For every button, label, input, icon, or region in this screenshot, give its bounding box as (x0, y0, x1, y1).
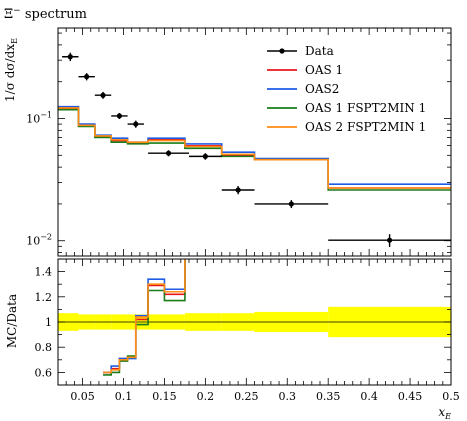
data-point (78, 73, 95, 81)
data-point-marker (133, 121, 139, 127)
data-point-marker (288, 201, 294, 207)
ratio-y-tick-label: 1 (45, 316, 52, 329)
data-point (328, 234, 451, 247)
x-tick-label: 0.15 (152, 390, 177, 403)
x-axis-label: xE (438, 405, 451, 421)
legend-item: OAS2 (267, 82, 339, 96)
x-tick-label: 0.1 (115, 390, 133, 403)
legend-label: OAS 1 FSPT2MIN 1 (305, 101, 426, 115)
data-point-marker (84, 74, 90, 80)
data-point (189, 153, 222, 160)
legend-item: OAS 1 (267, 63, 343, 77)
data-point-marker (202, 153, 208, 159)
main-y-tick-label: 10−2 (26, 233, 52, 248)
data-point (111, 112, 128, 120)
ratio-y-tick-label: 0.8 (35, 341, 53, 354)
legend-data-marker (279, 48, 285, 54)
ratio-y-tick-label: 0.6 (35, 366, 53, 379)
main-y-tick-label: 10−1 (26, 110, 52, 125)
x-tick-label: 0.45 (398, 390, 423, 403)
data-point-marker (235, 187, 241, 193)
x-tick-label: 0.4 (360, 390, 378, 403)
ratio-y-tick-label: 1.2 (35, 291, 53, 304)
x-tick-label: 0.05 (70, 390, 95, 403)
chart-title: Ξ− spectrum (4, 6, 87, 22)
data-point (221, 186, 255, 195)
ratio-lines (103, 259, 186, 376)
legend-label: OAS 2 FSPT2MIN 1 (305, 120, 426, 134)
mc-line-oas-2-fspt2min-1 (58, 107, 451, 189)
main-plot: 10−1 10−2 (26, 27, 452, 257)
ratio-plot: 0.05 0.1 0.15 0.2 0.25 0.3 0.35 0.4 0.45 0.5 0.6 0.… (35, 258, 460, 403)
legend-item: OAS 2 FSPT2MIN 1 (267, 120, 426, 134)
data-point (148, 150, 189, 157)
x-tick-label: 0.3 (279, 390, 297, 403)
legend-label: OAS 1 (305, 63, 343, 77)
x-tick-label: 0.2 (197, 390, 215, 403)
legend: Data OAS 1 OAS2 OAS 1 FSPT2MIN 1 OAS 2 FSPT2… (267, 44, 426, 134)
x-tick-label: 0.35 (316, 390, 341, 403)
data-point-marker (116, 113, 123, 119)
data-point (94, 91, 112, 99)
legend-label: OAS2 (305, 82, 339, 96)
main-y-axis-label: 1/σ dσ/dxE (3, 38, 19, 102)
data-point-marker (100, 92, 106, 98)
data-point (254, 200, 329, 209)
mc-line-oas2 (58, 105, 451, 186)
data-point (62, 52, 79, 62)
legend-item: OAS 1 FSPT2MIN 1 (267, 101, 426, 115)
legend-label: Data (305, 44, 334, 58)
ratio-y-axis-label: MC/Data (5, 294, 19, 348)
data-point-marker (67, 54, 73, 60)
data-point (127, 120, 144, 128)
ratio-line-oas-1-fspt2min-1 (103, 259, 186, 376)
legend-item: Data (267, 44, 334, 58)
data-point-marker (386, 237, 393, 243)
ratio-line-oas2 (103, 259, 186, 374)
x-tick-label: 0.25 (234, 390, 259, 403)
x-tick-label: 0.5 (442, 390, 460, 403)
data-point-marker (165, 150, 172, 156)
ratio-y-tick-label: 1.4 (35, 266, 53, 279)
ratio-line-oas-2-fspt2min-1 (103, 259, 186, 374)
